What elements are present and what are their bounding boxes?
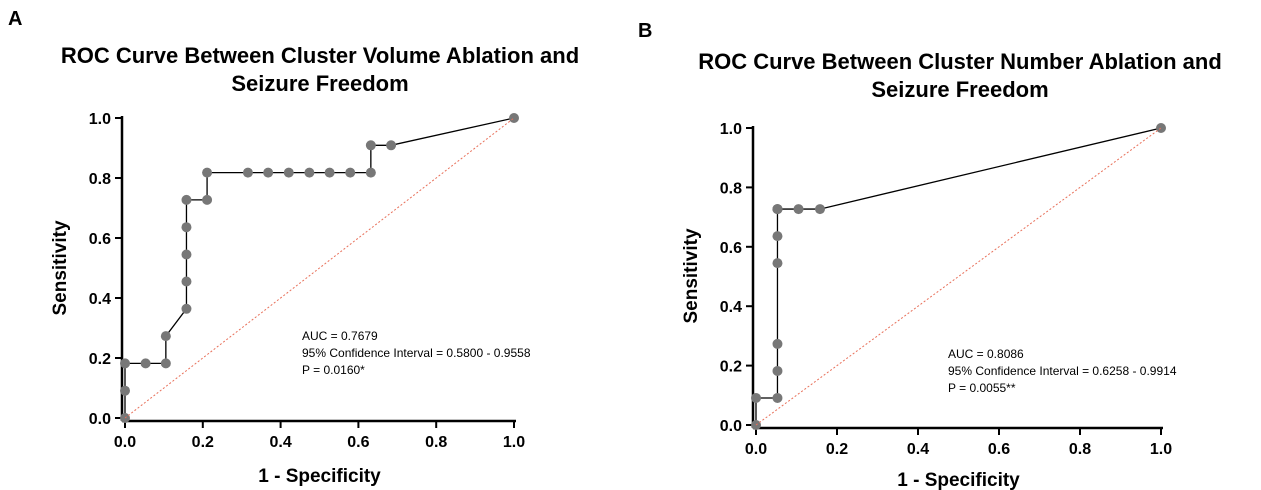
chart-a-data-point: [181, 222, 192, 233]
chart-a-data-point: [283, 167, 294, 178]
chart-a-title: ROC Curve Between Cluster Volume Ablatio…: [60, 43, 580, 96]
panel-label-a: A: [8, 8, 23, 30]
chart-a-data-point: [345, 167, 356, 178]
chart-b-annotation: 95% Confidence Interval = 0.6258 - 0.991…: [948, 364, 1177, 378]
chart-b-y-tick-label: 0.0: [720, 418, 742, 435]
chart-a-x-tick-label: 1.0: [503, 434, 525, 451]
chart-a-y-axis-label: Sensitivity: [50, 220, 71, 315]
chart-b-data-point: [772, 231, 783, 242]
chart-b-data-point: [751, 392, 761, 403]
chart-b-annotation: P = 0.0055**: [948, 381, 1016, 395]
chart-a-x-tick-label: 0.6: [347, 434, 369, 451]
chart-b-x-tick-label: 0.0: [745, 441, 767, 458]
chart-a-data-point: [140, 358, 151, 369]
chart-a-x-tick-label: 0.8: [425, 434, 447, 451]
chart-a-data-point: [365, 140, 376, 151]
chart-a-data-point: [304, 167, 315, 178]
chart-a-data-point: [202, 194, 213, 205]
chart-b-x-tick-label: 0.6: [988, 441, 1010, 458]
panel-label-b: B: [638, 20, 653, 42]
chart-a-data-point: [120, 385, 130, 396]
chart-b-x-axis-label: 1 - Specificity: [897, 470, 1020, 490]
chart-a-data-point: [181, 249, 192, 260]
chart-b-data-point: [772, 365, 783, 376]
chart-b-title: ROC Curve Between Cluster Number Ablatio…: [698, 49, 1222, 102]
chart-a-data-point: [242, 167, 253, 178]
chart-b-x-tick-label: 0.4: [907, 441, 929, 458]
chart-a-data-point: [181, 276, 192, 287]
chart-b-data-point: [1156, 123, 1166, 133]
chart-a-annotation: P = 0.0160*: [302, 363, 365, 377]
chart-b-y-axis-label: Sensitivity: [681, 228, 702, 323]
chart-b-data-point: [772, 392, 783, 403]
chart-a-data-point: [509, 113, 519, 123]
chart-a-x-axis-label: 1 - Specificity: [258, 466, 381, 487]
chart-a-x-tick-label: 0.4: [269, 434, 291, 451]
chart-b-x-tick-label: 1.0: [1150, 441, 1172, 458]
chart-a-data-point: [181, 194, 192, 205]
chart-a-reference-line: [124, 117, 515, 419]
chart-a-data-point: [120, 358, 130, 369]
chart-a-x-tick-label: 0.0: [114, 434, 136, 451]
chart-a-data-point: [324, 167, 335, 178]
chart-a-annotation: 95% Confidence Interval = 0.5800 - 0.955…: [302, 346, 531, 360]
chart-b-x-tick-label: 0.8: [1069, 441, 1091, 458]
chart-a-y-tick-label: 0.4: [89, 291, 111, 308]
chart-a-data-point: [160, 331, 171, 342]
chart-a-data-point: [181, 303, 192, 314]
chart-a-data-point: [263, 167, 274, 178]
chart-a-annotation: AUC = 0.7679: [302, 329, 378, 343]
chart-b-y-tick-label: 0.2: [720, 359, 742, 376]
chart-b-x-tick-label: 0.2: [826, 441, 848, 458]
chart-b-data-point: [772, 204, 783, 215]
chart-a-y-tick-label: 0.8: [89, 171, 111, 188]
chart-b-data-point: [772, 338, 783, 349]
chart-b-data-point: [793, 204, 804, 215]
chart-b-y-tick-label: 0.8: [720, 180, 742, 197]
chart-b-y-tick-label: 1.0: [720, 121, 742, 138]
chart-a-data-point: [386, 140, 397, 151]
chart-b-data-point: [814, 204, 825, 215]
chart-a-data-point: [202, 167, 213, 178]
chart-a-data-point: [365, 167, 376, 178]
chart-b-annotation: AUC = 0.8086: [948, 347, 1024, 361]
chart-a-x-tick-label: 0.2: [192, 434, 214, 451]
chart-a-y-tick-label: 0.6: [89, 231, 111, 248]
chart-a-y-tick-label: 1.0: [89, 111, 111, 128]
chart-a-y-tick-label: 0.0: [89, 411, 111, 428]
chart-b-y-tick-label: 0.6: [720, 240, 742, 257]
chart-a-data-point: [160, 358, 171, 369]
chart-a-y-tick-label: 0.2: [89, 351, 111, 368]
chart-b-y-tick-label: 0.4: [720, 299, 742, 316]
chart-b-data-point: [772, 258, 783, 269]
